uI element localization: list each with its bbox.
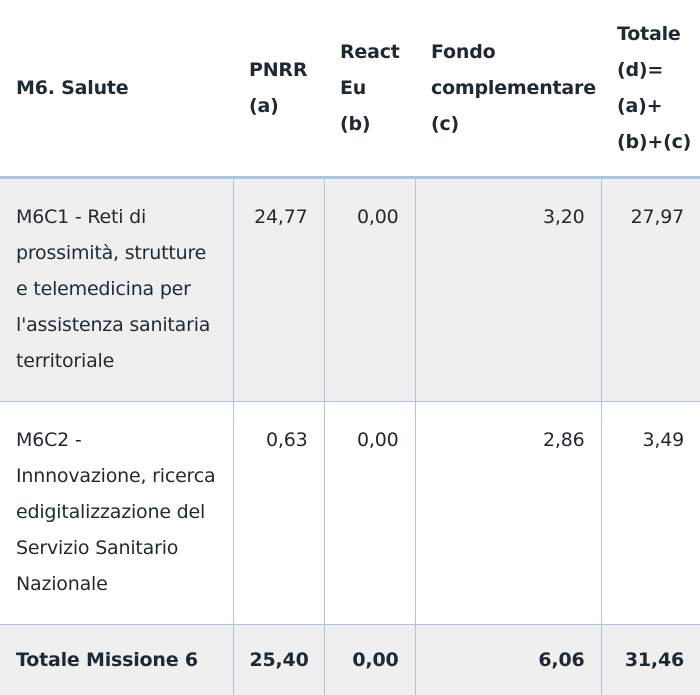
header-totale-text: Totale(d)=(a)+(b)+(c) [617, 23, 691, 153]
cell-pnrr: 0,63 [233, 402, 324, 625]
total-fondo: 6,06 [415, 625, 601, 695]
table-row: M6C2 - Innnovazione, ricerca edigitalizz… [0, 402, 700, 625]
table-body: M6C1 - Reti di prossimità, strutture e t… [0, 178, 700, 695]
total-react: 0,00 [324, 625, 415, 695]
header-pnrr-text: PNRR(a) [249, 59, 307, 117]
header-pnrr: PNRR(a) [233, 0, 324, 178]
cell-react: 0,00 [324, 402, 415, 625]
cell-fondo: 2,86 [415, 402, 601, 625]
cell-totale: 3,49 [601, 402, 700, 625]
header-mission-text: M6. Salute [16, 77, 128, 99]
total-pnrr: 25,40 [233, 625, 324, 695]
total-totale: 31,46 [601, 625, 700, 695]
total-row: Totale Missione 6 25,40 0,00 6,06 31,46 [0, 625, 700, 695]
total-label: Totale Missione 6 [0, 625, 233, 695]
cell-totale: 27,97 [601, 178, 700, 402]
table-row: M6C1 - Reti di prossimità, strutture e t… [0, 178, 700, 402]
row-label: M6C2 - Innnovazione, ricerca edigitalizz… [0, 402, 233, 625]
header-mission: M6. Salute [0, 0, 233, 178]
cell-react: 0,00 [324, 178, 415, 402]
cell-fondo: 3,20 [415, 178, 601, 402]
header-totale: Totale(d)=(a)+(b)+(c) [601, 0, 700, 178]
cell-pnrr: 24,77 [233, 178, 324, 402]
row-label: M6C1 - Reti di prossimità, strutture e t… [0, 178, 233, 402]
